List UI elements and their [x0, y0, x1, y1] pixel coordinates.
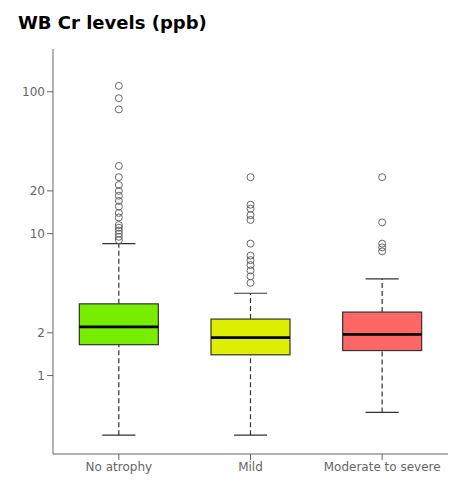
svg-text:No atrophy: No atrophy — [86, 460, 153, 474]
html-text:WB Cr levels (ppb): WB Cr levels (ppb) — [18, 12, 207, 33]
svg-text:100: 100 — [22, 85, 45, 99]
svg-text:Moderate to severe: Moderate to severe — [324, 460, 441, 474]
svg-text:2: 2 — [37, 326, 45, 340]
svg-text:20: 20 — [30, 184, 45, 198]
svg-text:Mild: Mild — [238, 460, 263, 474]
svg-text:10: 10 — [30, 227, 45, 241]
svg-text:1: 1 — [37, 369, 45, 383]
